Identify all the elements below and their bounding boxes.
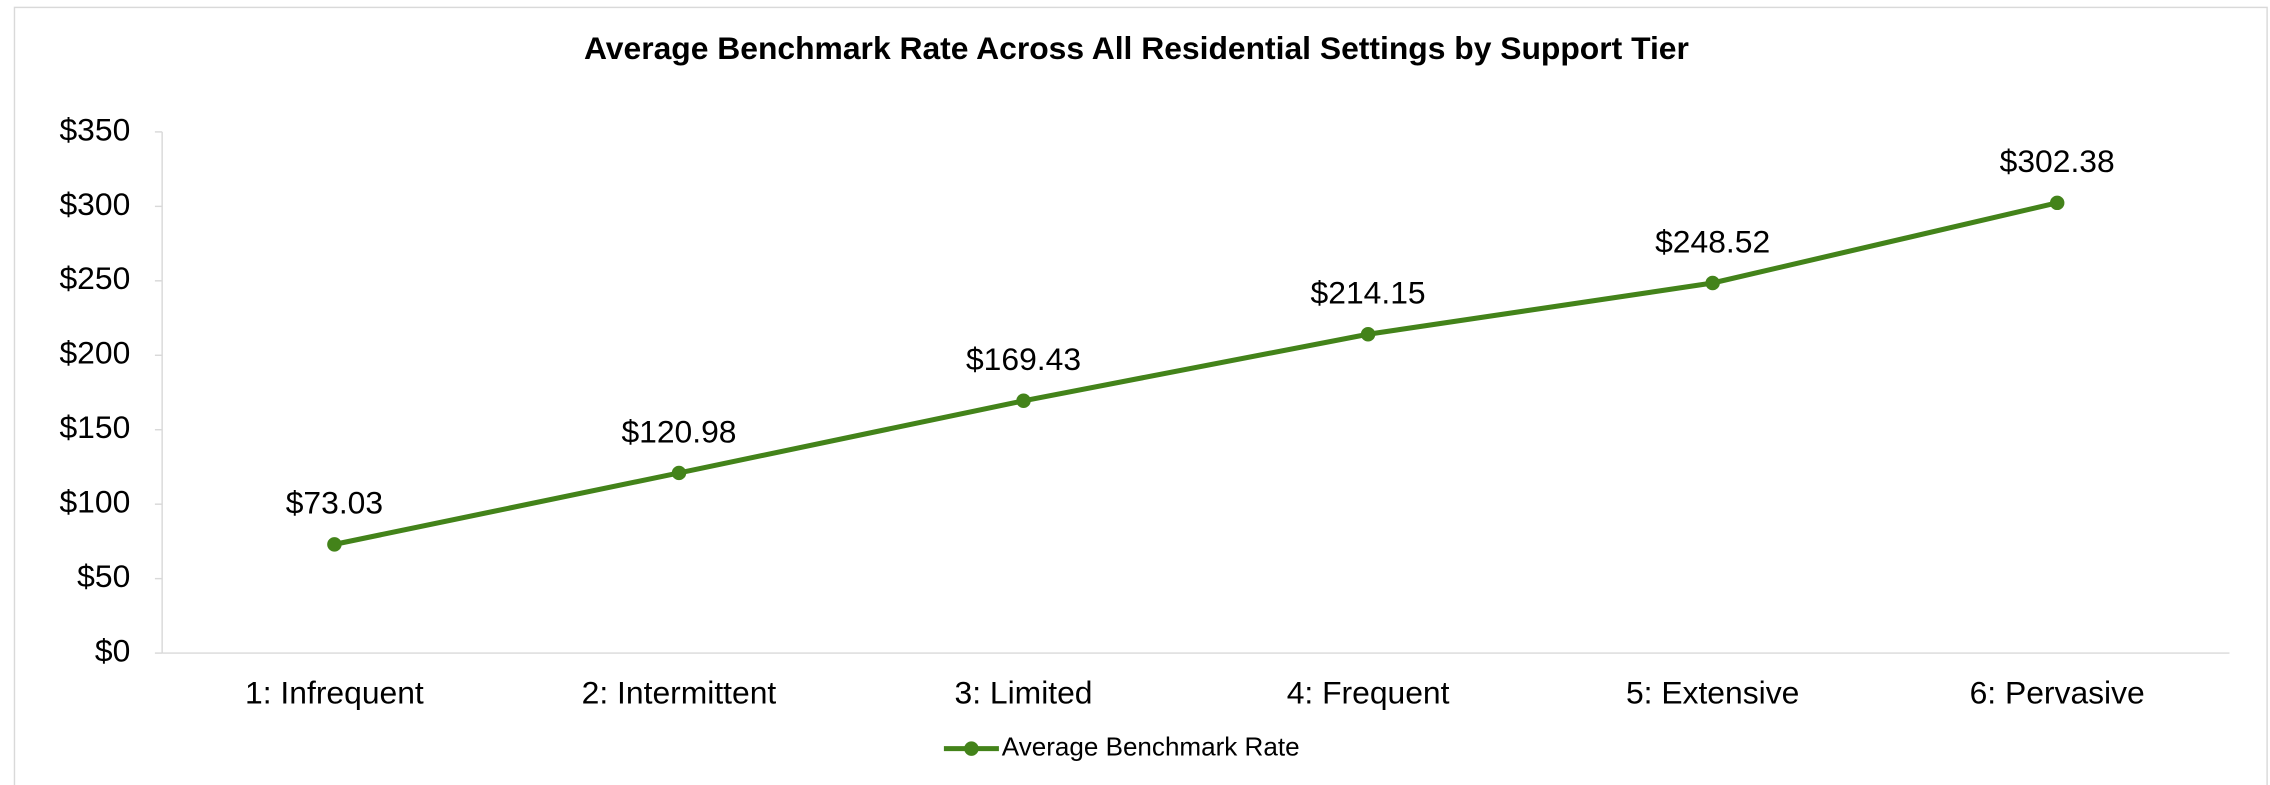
- x-tick-label: 6: Pervasive: [1970, 674, 2145, 710]
- data-point: [1705, 275, 1720, 291]
- data-point: [1360, 326, 1376, 342]
- y-tick-label: $350: [59, 111, 130, 147]
- data-point: [671, 465, 687, 481]
- chart-frame: [13, 6, 2268, 785]
- data-label: $248.52: [1655, 223, 1770, 259]
- x-tick-label: 1: Infrequent: [245, 674, 424, 710]
- x-tick-label: 3: Limited: [955, 674, 1093, 710]
- data-label: $302.38: [2000, 143, 2115, 179]
- legend-label: Average Benchmark Rate: [1002, 732, 1300, 762]
- y-tick-label: $150: [59, 409, 130, 445]
- y-tick-label: $250: [59, 260, 130, 296]
- chart-title: Average Benchmark Rate Across All Reside…: [584, 30, 1689, 66]
- series-line: [333, 200, 2058, 547]
- y-tick-label: $200: [59, 335, 130, 371]
- data-point: [2049, 195, 2065, 211]
- x-tick-label: 4: Frequent: [1287, 674, 1450, 710]
- data-label: $169.43: [966, 341, 1081, 377]
- y-tick-label: $100: [59, 484, 130, 520]
- data-point: [327, 537, 342, 552]
- data-label: $214.15: [1311, 275, 1426, 311]
- x-tick-label: 5: Extensive: [1626, 674, 1799, 710]
- data-point: [1016, 393, 1031, 409]
- data-label: $73.03: [286, 485, 383, 521]
- y-tick-label: $50: [77, 558, 130, 594]
- data-label: $120.98: [621, 413, 736, 449]
- legend-marker: [964, 741, 979, 756]
- y-tick-label: $300: [59, 186, 130, 222]
- x-tick-label: 2: Intermittent: [582, 674, 777, 710]
- y-tick-label: $0: [95, 632, 130, 668]
